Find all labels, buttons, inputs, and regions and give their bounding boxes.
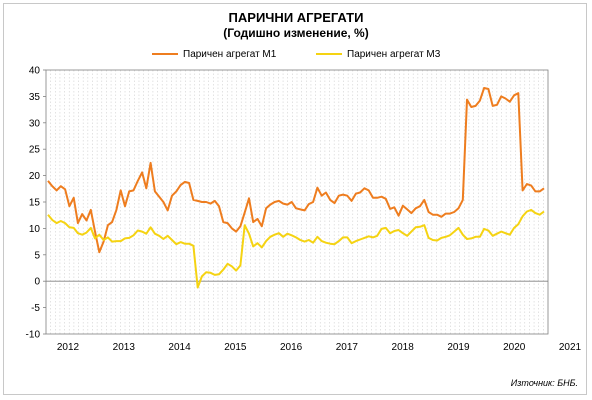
- x-tick-label: 2020: [503, 342, 526, 353]
- x-tick-label: 2018: [392, 342, 415, 353]
- x-tick-label: 2012: [57, 342, 80, 353]
- legend-item-m3: Паричен агрегат М3: [316, 46, 440, 62]
- x-tick-label: 2017: [336, 342, 359, 353]
- series-line-m3: [47, 208, 545, 289]
- y-tick-label: 0: [34, 277, 40, 288]
- chart-subtitle: (Годишно изменение, %): [223, 26, 369, 40]
- y-tick-label: 40: [29, 66, 41, 77]
- legend-swatch-m3: [316, 53, 342, 55]
- y-tick-label: 35: [29, 92, 41, 103]
- legend-swatch-m1: [152, 53, 178, 55]
- legend-label-m1: Паричен агрегат М1: [183, 48, 277, 60]
- y-tick-label: 25: [29, 145, 41, 156]
- y-tick-label: -5: [31, 303, 40, 314]
- series-line-m1: [47, 87, 545, 254]
- x-tick-label: 2014: [168, 342, 191, 353]
- x-tick-label: 2015: [224, 342, 247, 353]
- source-note: Източник: БНБ.: [510, 378, 578, 388]
- x-tick-labels: 2012 2013 2014 2015 2016 2017 2018 2019 2020 2021: [57, 342, 582, 353]
- axes: [43, 69, 549, 335]
- chart-title: ПАРИЧНИ АГРЕГАТИ: [228, 10, 364, 25]
- y-tick-label: 15: [29, 198, 41, 209]
- y-tick-label: 10: [29, 224, 41, 235]
- y-tick-label: -10: [26, 330, 41, 341]
- x-tick-label: 2016: [280, 342, 303, 353]
- legend-label-m3: Паричен агрегат М3: [347, 48, 441, 60]
- x-tick-label: 2021: [559, 342, 582, 353]
- chart-legend: Паричен агрегат М1 Паричен агрегат М3: [0, 46, 592, 62]
- legend-item-m1: Паричен агрегат М1: [152, 46, 276, 62]
- x-tick-label: 2013: [113, 342, 136, 353]
- y-tick-labels: -10 -5 0 5 10 15 20 25 30 35 40: [26, 66, 41, 341]
- y-tick-label: 5: [34, 250, 40, 261]
- y-tick-label: 30: [29, 118, 41, 129]
- x-tick-label: 2019: [447, 342, 470, 353]
- chart-frame: [3, 3, 587, 395]
- y-tick-label: 20: [29, 171, 41, 182]
- series-lines: [47, 87, 545, 289]
